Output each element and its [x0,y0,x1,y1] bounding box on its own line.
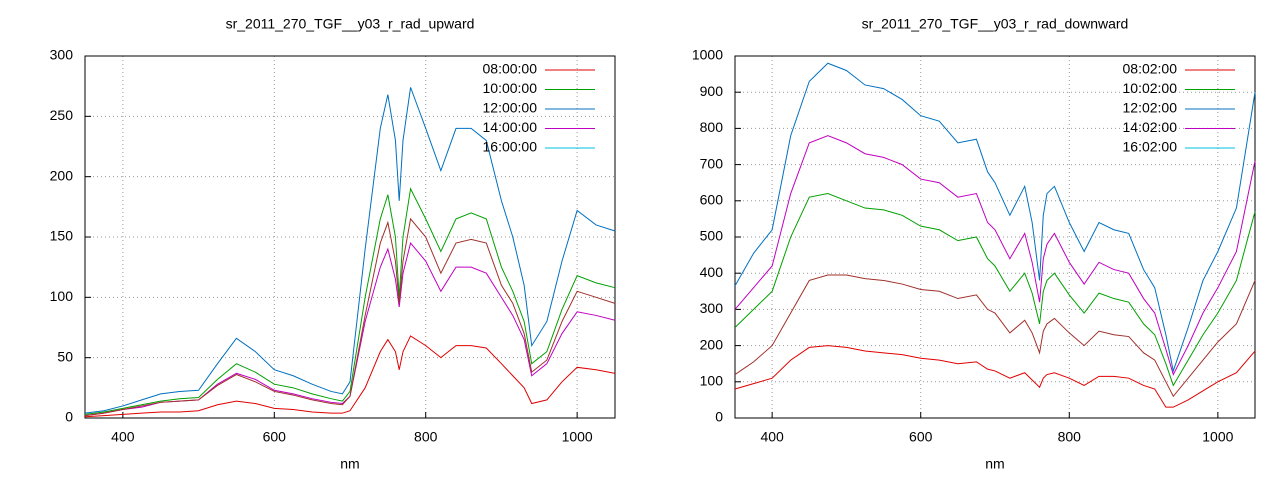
y-tick-label: 500 [700,228,724,244]
y-tick-label: 50 [57,348,73,364]
legend-label: 10:00:00 [483,80,538,96]
y-tick-label: 100 [700,373,724,389]
plot-frame [84,55,616,419]
y-tick-label: 150 [50,228,74,244]
y-tick-label: 400 [700,264,724,280]
y-tick-label: 700 [700,155,724,171]
chart-title: sr_2011_270_TGF__y03_r_rad_upward [226,16,475,32]
y-tick-label: 600 [700,192,724,208]
x-tick-label: 1000 [562,429,593,445]
plot-frame [734,55,1256,419]
legend-label: 14:02:00 [1123,119,1178,135]
x-tick-label: 400 [111,429,135,445]
series-line [84,335,616,418]
y-tick-label: 800 [700,119,724,135]
series-line [84,217,616,417]
x-tick-label: 800 [414,429,438,445]
chart-title: sr_2011_270_TGF__y03_r_rad_downward [862,16,1129,32]
x-axis-label: nm [340,456,359,472]
y-tick-label: 100 [50,288,74,304]
series-line [734,193,1256,387]
legend-label: 14:00:00 [483,119,538,135]
x-tick-label: 600 [909,429,933,445]
x-tick-label: 1000 [1202,429,1233,445]
series-line [734,135,1256,376]
series-line [734,345,1256,408]
y-tick-label: 300 [700,300,724,316]
y-tick-label: 0 [65,409,73,425]
legend-label: 16:02:00 [1123,139,1178,155]
legend-label: 08:02:00 [1123,61,1178,77]
x-tick-label: 400 [760,429,784,445]
y-tick-label: 300 [50,47,74,63]
x-axis-label: nm [985,456,1004,472]
x-tick-label: 600 [263,429,287,445]
y-tick-label: 200 [50,167,74,183]
legend-label: 12:02:00 [1123,100,1178,116]
series-line [734,274,1256,398]
y-tick-label: 250 [50,107,74,123]
series-line [734,62,1256,373]
series-line [84,187,616,415]
legend-label: 08:00:00 [483,61,538,77]
legend-label: 12:00:00 [483,100,538,116]
series-line [84,87,616,414]
y-tick-label: 1000 [692,47,723,63]
x-tick-label: 800 [1058,429,1082,445]
y-tick-label: 0 [715,409,723,425]
legend-label: 16:00:00 [483,139,538,155]
y-tick-label: 900 [700,83,724,99]
legend-label: 10:02:00 [1123,80,1178,96]
y-tick-label: 200 [700,336,724,352]
